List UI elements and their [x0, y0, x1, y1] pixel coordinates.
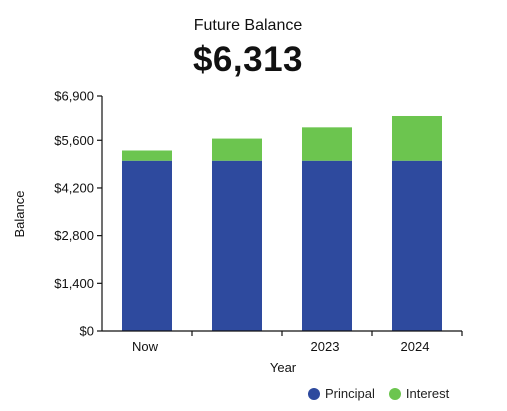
bar-interest	[212, 138, 262, 161]
y-axis-label: Balance	[12, 191, 27, 238]
bar-principal	[392, 160, 442, 331]
bar-principal	[212, 160, 262, 331]
title: Future Balance	[193, 17, 303, 34]
legend-interest: Interest	[388, 386, 450, 401]
legend-interest-label: Interest	[405, 386, 450, 401]
x-tick-label: Now	[132, 339, 159, 354]
x-tick-label: 2023	[311, 339, 340, 354]
x-axis-label: Year	[270, 360, 297, 375]
bar-interest	[122, 150, 172, 161]
y-tick-label: $1,400	[54, 276, 94, 291]
y-tick-label: $2,800	[54, 228, 94, 243]
future-balance-value: $6,313	[192, 40, 304, 79]
legend-principal-label: Principal	[325, 386, 375, 401]
y-tick-label: $0	[80, 324, 94, 339]
y-tick-label: $6,900	[54, 89, 94, 104]
bar-interest	[392, 115, 442, 161]
principal-swatch-icon	[308, 387, 320, 400]
y-axis: $0 $1,400 $2,800 $4,200 $5,600 $6,900	[54, 89, 103, 339]
bar-principal	[302, 160, 352, 331]
legend: Principal Interest	[308, 386, 463, 401]
y-tick-label: $4,200	[54, 180, 94, 195]
interest-swatch-icon	[388, 387, 401, 400]
legend-principal: Principal	[308, 386, 375, 401]
x-axis: Now 2023 2024	[102, 330, 463, 354]
y-tick-label: $5,600	[54, 133, 94, 148]
bar-interest	[302, 127, 352, 161]
bar-principal	[122, 160, 172, 331]
x-tick-label: 2024	[401, 339, 430, 354]
bars-group	[122, 115, 442, 331]
